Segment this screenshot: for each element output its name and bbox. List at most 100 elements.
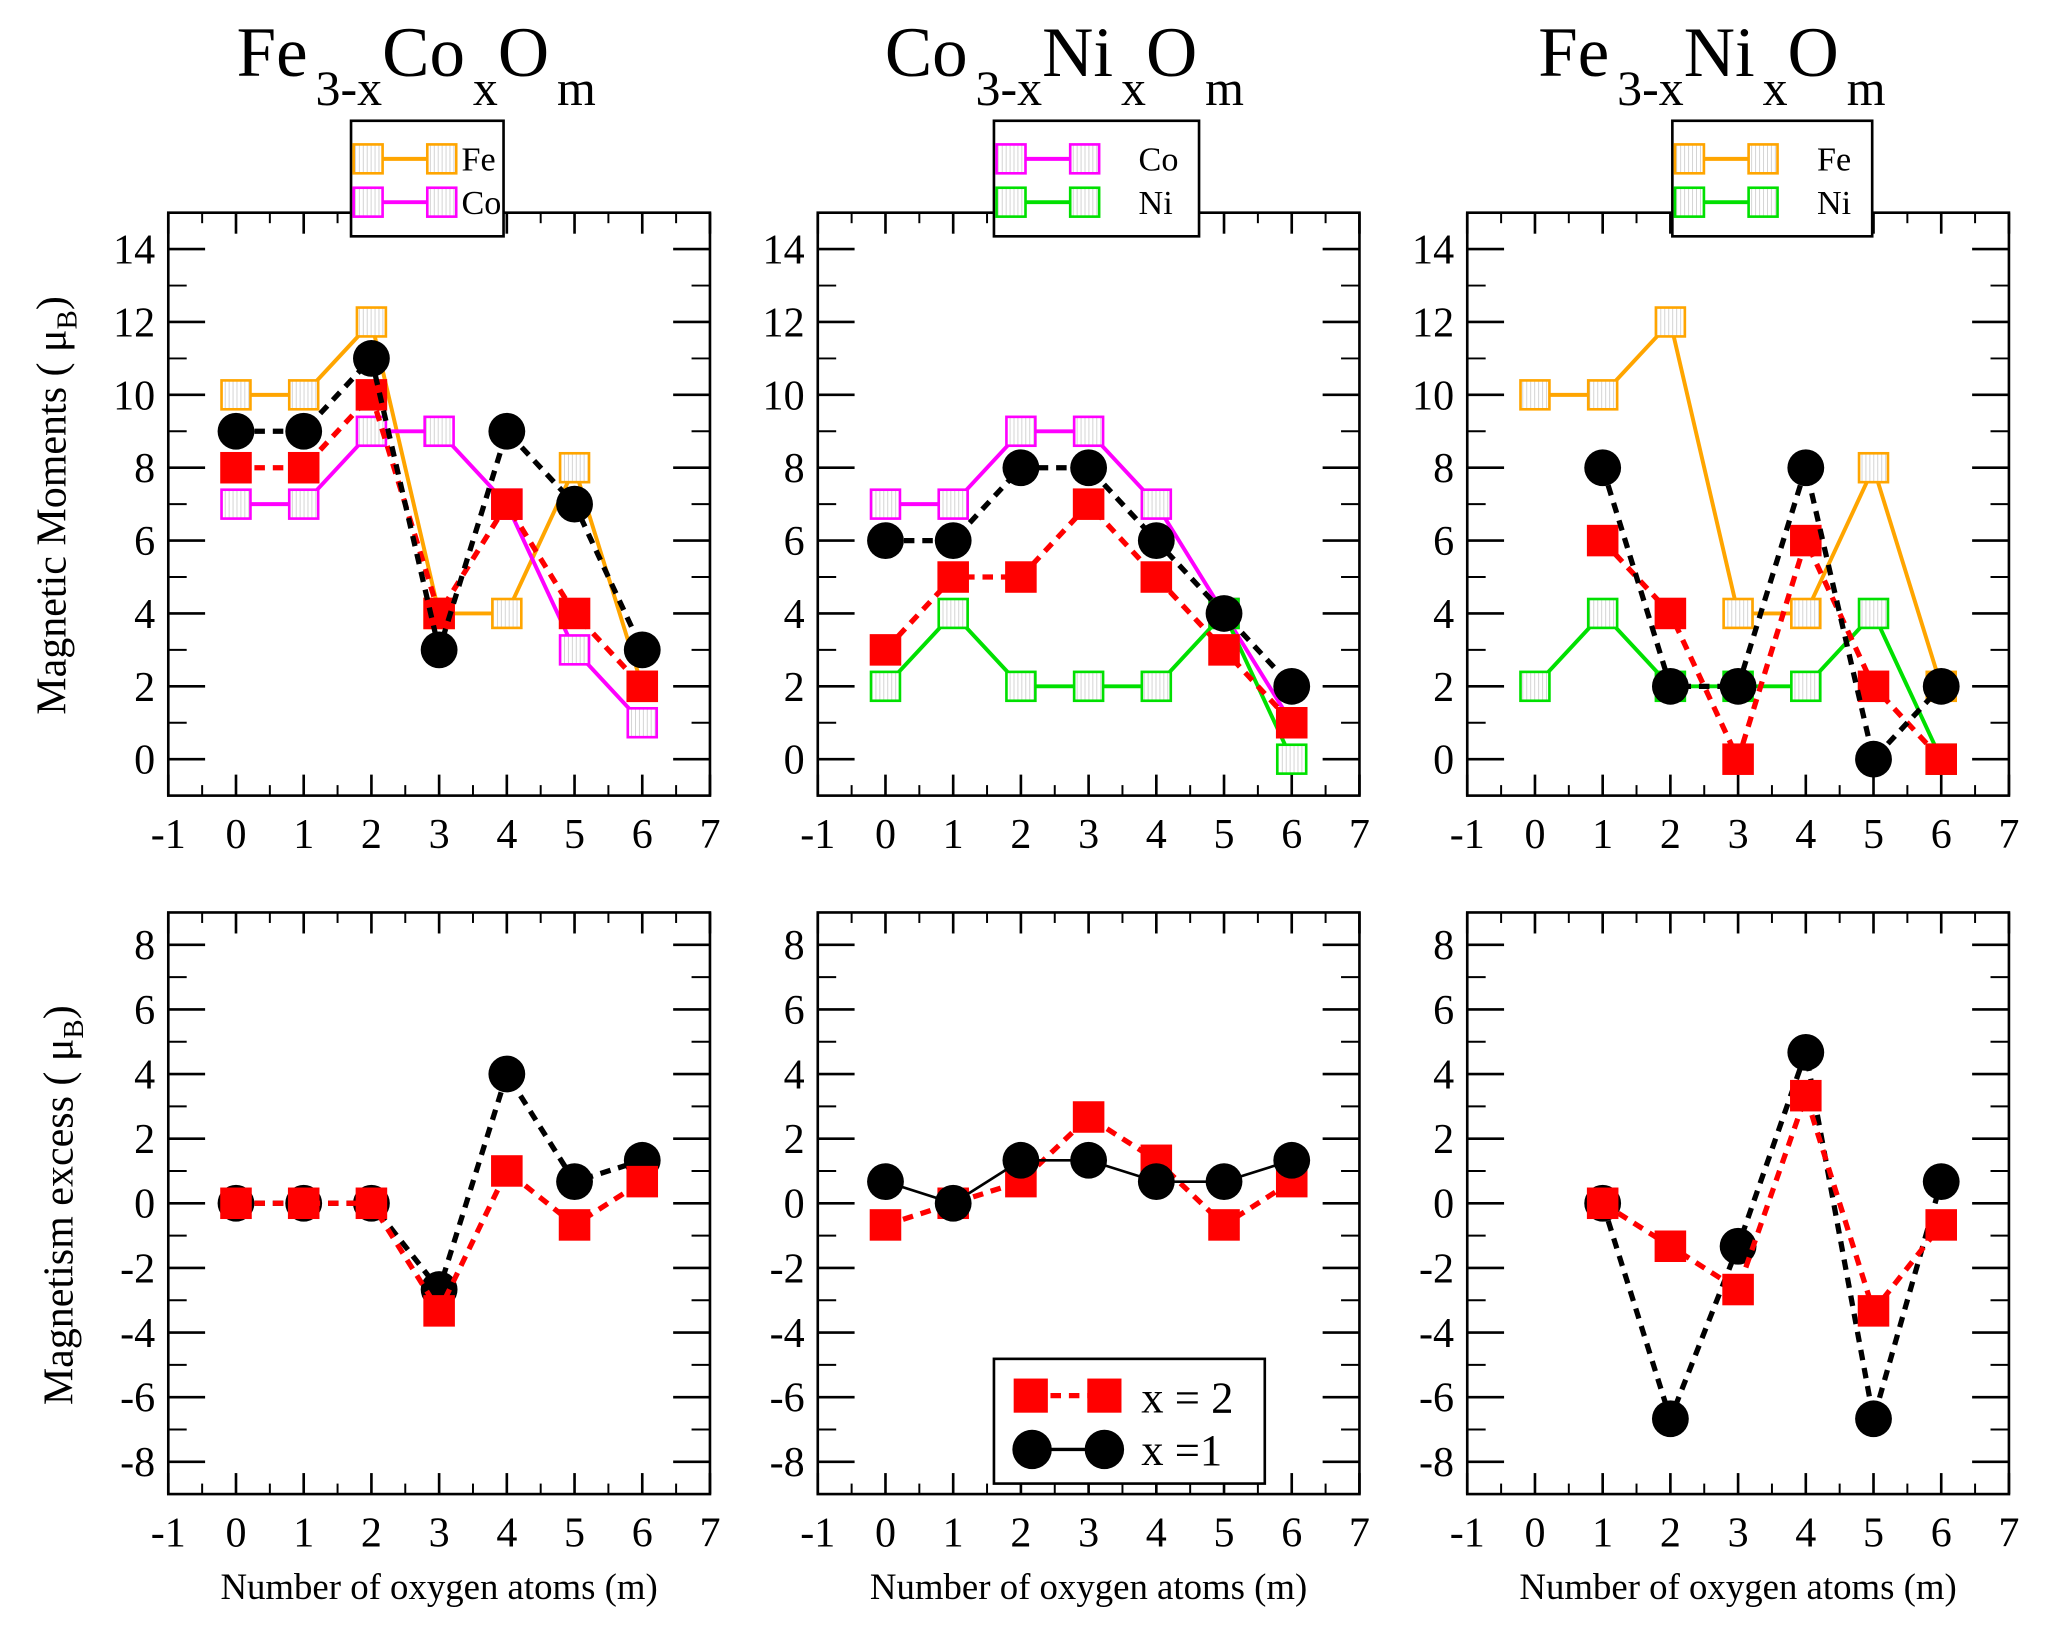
x-tick-label: 7 <box>1349 812 1370 858</box>
y-tick-label: 12 <box>113 300 155 346</box>
y-tick-label: 6 <box>1433 519 1454 565</box>
data-point <box>867 1163 904 1201</box>
data-point <box>558 597 591 630</box>
x-tick-label: 2 <box>1010 1511 1031 1557</box>
data-point <box>869 488 902 520</box>
y-tick-label: -2 <box>1419 1246 1454 1292</box>
x-tick-label: -1 <box>151 812 186 858</box>
data-point <box>1005 670 1037 703</box>
x-axis-label-right: Number of oxygen atoms (m) <box>1519 1566 1956 1607</box>
y-tick-label: 4 <box>784 1052 805 1098</box>
x-axis-label-left: Number of oxygen atoms (m) <box>220 1566 657 1607</box>
data-point <box>1857 1295 1890 1327</box>
data-point <box>626 670 659 703</box>
x-tick-label: 5 <box>564 812 585 858</box>
data-point <box>491 488 523 520</box>
title-text: Fe 3-xNi xO m <box>1538 14 1885 116</box>
x-tick-label: 3 <box>1078 812 1099 858</box>
data-point <box>1519 670 1551 703</box>
x-tick-label: 1 <box>293 812 314 858</box>
x-axis-label-middle: Number of oxygen atoms (m) <box>870 1566 1307 1607</box>
y-tick-label: 12 <box>763 300 805 346</box>
data-point <box>287 379 320 411</box>
x-tick-label: 0 <box>1524 812 1545 858</box>
y-tick-label: 0 <box>134 738 155 784</box>
series-x1 <box>867 1141 1311 1222</box>
data-point <box>1205 1163 1243 1201</box>
data-point <box>937 597 969 630</box>
legend-label: Co <box>1139 142 1179 179</box>
panel-title-fe-ni: Fe 3-xNi xO m <box>1538 14 1885 116</box>
data-point <box>1519 379 1551 411</box>
x-tick-label: 0 <box>1524 1511 1545 1557</box>
x-tick-label: 0 <box>875 812 896 858</box>
data-point <box>1654 306 1687 338</box>
data-point <box>869 1209 902 1241</box>
y-tick-label: 6 <box>134 519 155 565</box>
legend-marker <box>1673 143 1706 175</box>
y-tick-label: -4 <box>1419 1311 1454 1357</box>
data-point <box>287 1187 320 1220</box>
y-tick-label: 2 <box>784 665 805 711</box>
y-axis-label-top: Magnetic Moments ( μB) <box>30 296 84 715</box>
x-tick-label: 5 <box>1214 1511 1235 1557</box>
series-line <box>1600 1042 1944 1427</box>
data-point <box>1722 743 1754 775</box>
data-point <box>1072 670 1105 703</box>
data-point <box>1790 1079 1822 1112</box>
y-tick-label: 6 <box>1433 988 1454 1034</box>
y-tick-label: 14 <box>763 228 805 274</box>
data-point <box>1855 740 1892 778</box>
y-tick-label: 8 <box>1433 446 1454 492</box>
data-point <box>1790 524 1822 557</box>
data-point <box>220 379 252 411</box>
data-point <box>1586 597 1619 630</box>
data-point <box>934 1184 972 1222</box>
data-point <box>934 522 972 559</box>
data-point <box>353 340 390 377</box>
y-tick-label: -8 <box>770 1440 805 1486</box>
x-tick-label: 1 <box>943 812 964 858</box>
y-tick-label: 8 <box>134 923 155 969</box>
x-tick-label: 3 <box>429 1511 450 1557</box>
data-point <box>1925 743 1957 775</box>
x-tick-label: 3 <box>1728 812 1749 858</box>
data-point <box>869 670 902 703</box>
data-point <box>1140 670 1173 703</box>
x-tick-label: 5 <box>564 1511 585 1557</box>
series-co <box>220 415 659 739</box>
data-point <box>558 634 591 666</box>
series-fe <box>1519 306 1957 703</box>
legend-label: Co <box>461 185 501 222</box>
series-ni <box>869 597 1308 775</box>
x-tick-label: 6 <box>1281 812 1302 858</box>
legend-label: Fe <box>461 142 495 179</box>
data-point <box>1787 1033 1825 1071</box>
data-point <box>220 488 252 520</box>
legend: Fe Co <box>349 119 505 238</box>
data-point <box>1140 561 1173 593</box>
data-point <box>1072 488 1105 520</box>
data-point <box>420 631 458 669</box>
data-point <box>1922 1163 1960 1201</box>
x-tick-label: 4 <box>1795 1511 1816 1557</box>
panel-title-co-ni: Co 3-xNi xO m <box>885 14 1244 116</box>
data-point <box>1857 670 1890 703</box>
y-tick-label: 4 <box>1433 592 1454 638</box>
data-point <box>491 597 523 630</box>
x-tick-label: 6 <box>1931 812 1952 858</box>
data-point <box>220 1187 252 1220</box>
data-point <box>220 451 252 484</box>
y-tick-label: 4 <box>784 592 805 638</box>
x-tick-label: 7 <box>699 812 720 858</box>
x-tick-label: 1 <box>1592 812 1613 858</box>
legend-label: Ni <box>1139 185 1173 222</box>
y-axis-label-bottom: Magnetism excess ( μB) <box>36 1005 90 1405</box>
y-tick-label: -4 <box>120 1311 155 1357</box>
x-tick-label: 1 <box>293 1511 314 1557</box>
data-point <box>423 1295 455 1327</box>
